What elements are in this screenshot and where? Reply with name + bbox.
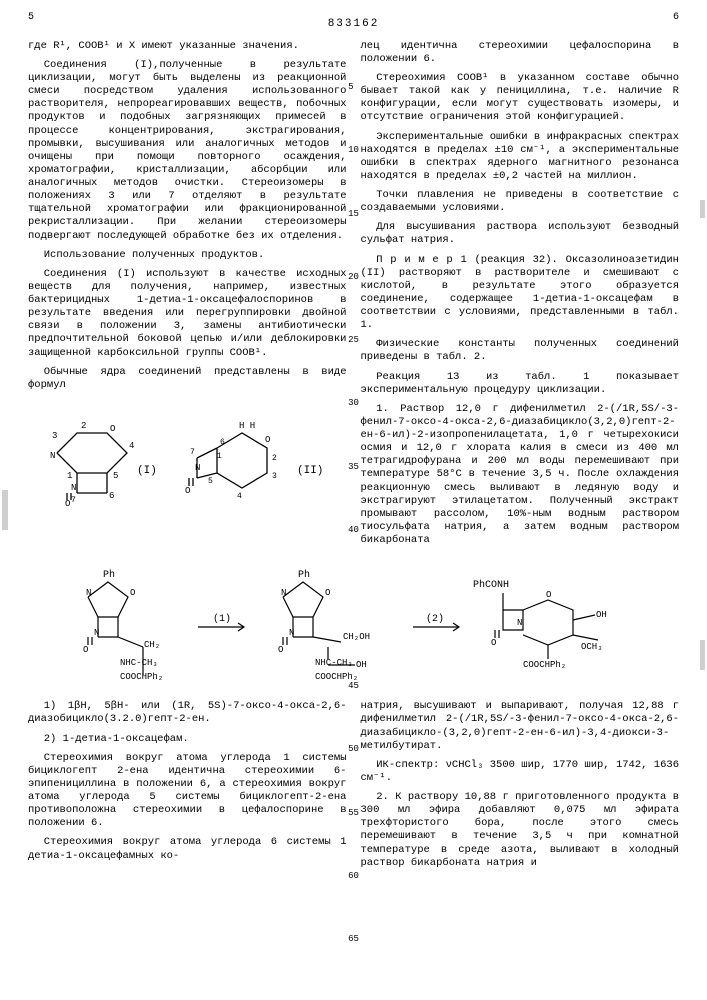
column-right: лец идентична стереохимии цефалоспорина … xyxy=(361,40,680,553)
paragraph: Реакция 13 из табл. 1 показывает экспери… xyxy=(361,371,680,397)
svg-text:O: O xyxy=(185,486,190,496)
scan-artifact xyxy=(2,490,8,530)
svg-text:4: 4 xyxy=(237,492,242,501)
paragraph: Экспериментальные ошибки в инфракрасных … xyxy=(361,131,680,184)
page-numbers: 5 6 xyxy=(28,12,679,25)
svg-text:3: 3 xyxy=(52,431,57,441)
svg-text:PhCONH: PhCONH xyxy=(473,579,509,591)
line-marker: 65 xyxy=(348,934,359,945)
page: 5 6 833162 5 10 15 20 25 30 35 40 45 50 … xyxy=(0,0,707,1000)
paragraph: 2. К раствору 10,88 г приготовленного пр… xyxy=(361,791,680,870)
formula-structures: 3 2 O 4 N 5 1 6 O N 7 (I) xyxy=(28,398,347,508)
line-marker: 35 xyxy=(348,462,359,473)
svg-text:1: 1 xyxy=(67,471,72,481)
svg-text:6: 6 xyxy=(220,438,225,447)
formula-label: (I) xyxy=(137,465,157,477)
line-marker: 5 xyxy=(348,82,359,93)
svg-text:COOCHPh₂: COOCHPh₂ xyxy=(120,672,163,682)
svg-text:N: N xyxy=(71,483,76,493)
formula-label: (II) xyxy=(297,465,323,477)
svg-text:O: O xyxy=(546,590,551,600)
svg-text:6: 6 xyxy=(109,491,114,501)
svg-text:CH₂: CH₂ xyxy=(144,640,160,650)
svg-text:7: 7 xyxy=(71,496,76,505)
paragraph: Для высушивания раствора используют безв… xyxy=(361,221,680,247)
svg-text:Ph: Ph xyxy=(103,569,115,581)
line-marker: 40 xyxy=(348,525,359,536)
svg-text:(1): (1) xyxy=(213,613,231,625)
paragraph: Точки плавления не приведены в соответст… xyxy=(361,189,680,215)
line-marker: 30 xyxy=(348,398,359,409)
svg-text:O: O xyxy=(110,424,115,434)
svg-text:N: N xyxy=(281,588,286,598)
paragraph: Стереохимия вокруг атома углерода 1 сист… xyxy=(28,752,347,831)
line-number-gutter: 5 10 15 20 25 30 35 40 45 50 55 60 65 xyxy=(348,48,359,945)
svg-text:Ph: Ph xyxy=(298,569,310,581)
scan-artifact xyxy=(700,640,705,670)
svg-text:O: O xyxy=(83,645,88,655)
svg-text:NHC-CH₃: NHC-CH₃ xyxy=(120,658,158,668)
line-marker: 20 xyxy=(348,272,359,283)
svg-text:N: N xyxy=(289,628,294,638)
svg-text:N: N xyxy=(94,628,99,638)
line-marker: 60 xyxy=(348,871,359,882)
svg-text:N: N xyxy=(517,618,522,628)
paragraph: П р и м е р 1 (реакция 32). Оксазолиноаз… xyxy=(361,254,680,333)
svg-text:7: 7 xyxy=(190,448,195,457)
svg-text:O: O xyxy=(491,638,496,648)
svg-text:2: 2 xyxy=(81,421,86,431)
paragraph: Стереохимия COOB¹ в указанном составе об… xyxy=(361,72,680,125)
svg-text:N: N xyxy=(86,588,91,598)
scan-artifact xyxy=(700,200,705,218)
page-num-right: 6 xyxy=(673,12,679,25)
svg-text:O: O xyxy=(278,645,283,655)
column-left-lower: 1) 1βH, 5βH- или (1R, 5S)-7-оксо-4-окса-… xyxy=(28,700,347,876)
line-marker: 25 xyxy=(348,335,359,346)
chemical-structure-svg: 3 2 O 4 N 5 1 6 O N 7 (I) xyxy=(37,398,337,508)
svg-text:1: 1 xyxy=(217,452,222,461)
line-marker: 15 xyxy=(348,209,359,220)
svg-text:H H: H H xyxy=(239,421,255,431)
paragraph: лец идентична стереохимии цефалоспорина … xyxy=(361,40,680,66)
svg-text:OH: OH xyxy=(596,610,607,620)
paragraph: 1. Раствор 12,0 г дифенилметил 2-(/1R,5S… xyxy=(361,403,680,547)
svg-text:4: 4 xyxy=(129,441,134,451)
line-marker: 45 xyxy=(348,681,359,692)
paragraph: Стереохимия вокруг атома углерода 6 сист… xyxy=(28,836,347,862)
column-right-lower: натрия, высушивают и выпаривают, получая… xyxy=(361,700,680,876)
page-num-left: 5 xyxy=(28,12,34,25)
paragraph: Использование полученных продуктов. xyxy=(28,249,347,262)
svg-text:O: O xyxy=(325,588,330,598)
svg-text:O: O xyxy=(130,588,135,598)
svg-text:3: 3 xyxy=(272,472,277,481)
svg-text:O: O xyxy=(65,499,70,508)
svg-text:(2): (2) xyxy=(426,613,444,625)
svg-text:OCH₃: OCH₃ xyxy=(581,642,603,652)
line-marker: 50 xyxy=(348,744,359,755)
paragraph: Физические константы полученных соединен… xyxy=(361,338,680,364)
column-left: где R¹, COOB¹ и X имеют указанные значен… xyxy=(28,40,347,553)
svg-text:COOCHPh₂: COOCHPh₂ xyxy=(523,660,566,670)
svg-text:N: N xyxy=(50,451,55,461)
paragraph: 2) 1-детиа-1-оксацефам. xyxy=(28,733,347,746)
svg-text:2: 2 xyxy=(272,454,277,463)
svg-text:5: 5 xyxy=(208,477,213,486)
line-marker: 55 xyxy=(348,808,359,819)
svg-text:N: N xyxy=(195,463,200,473)
paragraph: ИК-спектр: νCHCl₃ 3500 шир, 1770 шир, 17… xyxy=(361,759,680,785)
paragraph: где R¹, COOB¹ и X имеют указанные значен… xyxy=(28,40,347,53)
svg-text:5: 5 xyxy=(113,471,118,481)
paragraph: 1) 1βH, 5βH- или (1R, 5S)-7-оксо-4-окса-… xyxy=(28,700,347,726)
paragraph: натрия, высушивают и выпаривают, получая… xyxy=(361,700,680,753)
paragraph: Соединения (I),полученные в результате ц… xyxy=(28,59,347,243)
svg-text:O: O xyxy=(265,435,270,445)
paragraph: Соединения (I) используют в качестве исх… xyxy=(28,268,347,360)
line-marker: 10 xyxy=(348,145,359,156)
paragraph: Обычные ядра соединений представлены в в… xyxy=(28,366,347,392)
